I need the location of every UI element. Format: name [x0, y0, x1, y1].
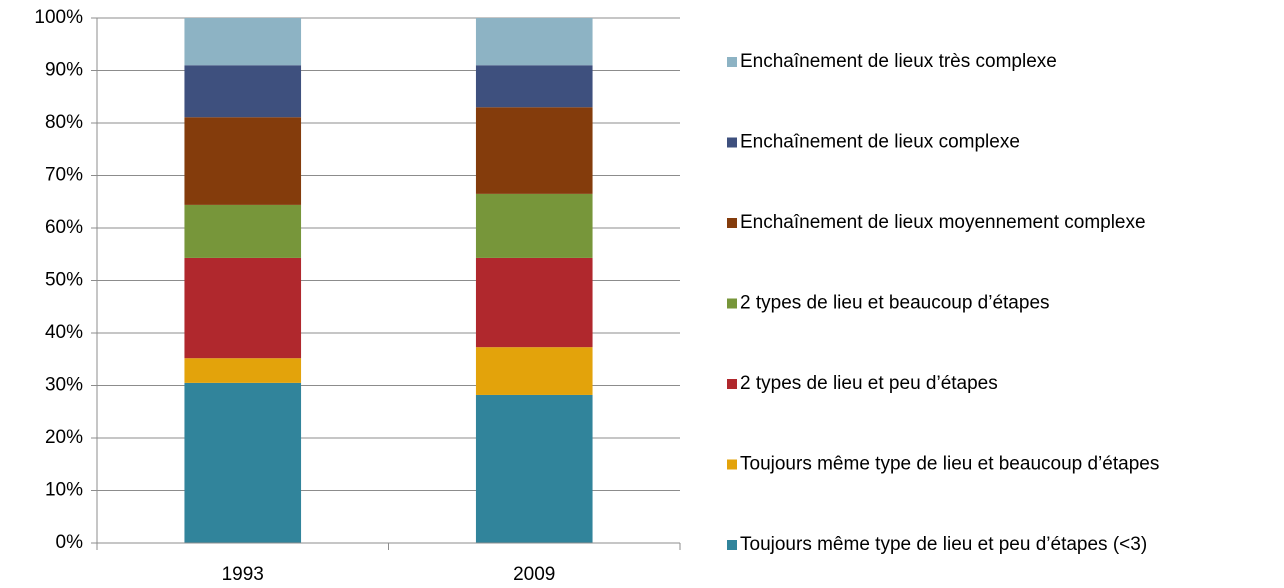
legend-label: Toujours même type de lieu et beaucoup d…	[740, 454, 1159, 475]
bar-segment	[184, 257, 302, 359]
y-tick-label: 90%	[45, 60, 83, 81]
y-tick-label: 20%	[45, 427, 83, 448]
legend-swatch	[727, 218, 737, 228]
y-tick-label: 60%	[45, 217, 83, 238]
y-tick-label: 100%	[34, 7, 83, 28]
legend-swatch	[727, 298, 737, 309]
bar-segment	[184, 382, 302, 543]
y-tick-label: 70%	[45, 165, 83, 186]
bar-segment	[475, 18, 593, 66]
legend-swatch	[727, 57, 737, 67]
legend-swatch	[727, 379, 737, 389]
legend-label: Enchaînement de lieux très complexe	[740, 51, 1057, 72]
legend-swatch	[727, 540, 737, 550]
bar-segment	[475, 107, 593, 194]
y-tick-label: 0%	[56, 532, 84, 553]
bar-segment	[184, 204, 302, 258]
y-tick-label: 10%	[45, 480, 83, 501]
legend-label: Enchaînement de lieux moyennement comple…	[740, 212, 1146, 233]
legend-swatch	[727, 137, 737, 148]
bar-segment	[475, 257, 593, 348]
bar-segment	[184, 65, 302, 118]
bar-segment	[184, 117, 302, 205]
x-tick-label: 1993	[222, 564, 264, 585]
legend-swatch	[727, 459, 737, 470]
y-tick-label: 50%	[45, 270, 83, 291]
legend-label: 2 types de lieu et peu d’étapes	[740, 373, 998, 394]
bar-segment	[184, 358, 302, 383]
bar-segment	[475, 347, 593, 395]
bar-segment	[475, 193, 593, 258]
bar-segment	[475, 65, 593, 108]
legend-label: 2 types de lieu et beaucoup d’étapes	[740, 293, 1050, 314]
x-tick-label: 2009	[513, 564, 555, 585]
y-tick-label: 80%	[45, 112, 83, 133]
bar-segment	[475, 394, 593, 543]
legend-label: Toujours même type de lieu et peu d’étap…	[740, 534, 1147, 555]
legend-label: Enchaînement de lieux complexe	[740, 132, 1020, 153]
bar-segment	[184, 18, 302, 66]
y-tick-label: 40%	[45, 322, 83, 343]
y-tick-label: 30%	[45, 375, 83, 396]
